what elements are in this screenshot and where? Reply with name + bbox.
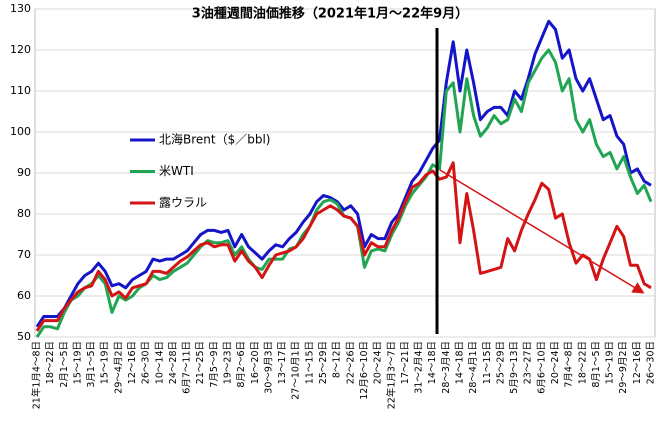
x-tick-label: 29～9月2日: [618, 341, 629, 394]
x-tick-label: 15～19日: [100, 341, 111, 384]
x-tick-label: 18～22日: [45, 341, 56, 384]
x-tick-label: 21年1月4～8日: [31, 341, 43, 409]
x-tick-label: 26～30日: [141, 341, 152, 384]
x-tick-label: 15～19日: [605, 341, 616, 384]
chart-title: 3油種週間油価推移（2021年1月～22年9月）: [192, 6, 468, 22]
x-tick-label: 14～18日: [454, 341, 465, 384]
y-tick-label: 60: [17, 289, 31, 302]
grid: [35, 8, 655, 338]
y-tick-label: 50: [17, 330, 31, 343]
y-tick-label: 120: [10, 43, 31, 56]
x-tick-label: 20～24日: [550, 341, 561, 384]
x-tick-label: 12月6～10日: [359, 341, 370, 400]
x-tick-label: 31～2月4日: [414, 341, 425, 394]
x-tick-label: 6月7～11日: [182, 341, 193, 394]
x-tick-label: 3月1～5日: [86, 341, 97, 388]
x-tick-label: 20～24日: [373, 341, 384, 384]
x-tick-label: 17～21日: [400, 341, 411, 384]
x-tick-label: 15～19日: [72, 341, 83, 384]
x-tick-label: 6月6～10日: [536, 341, 547, 394]
trend-arrow: [439, 169, 645, 294]
y-tick-label: 90: [17, 166, 31, 179]
x-tick-label: 7月5～9日: [209, 341, 220, 388]
x-tick-label: 14～18日: [427, 341, 438, 384]
x-tick-label: 21～25日: [195, 341, 206, 384]
x-tick-label: 26～30日: [646, 341, 657, 384]
x-tick-label: 2月1～5日: [59, 341, 70, 388]
x-tick-label: 18～22日: [577, 341, 588, 384]
x-tick-label: 24～28日: [168, 341, 179, 384]
x-tick-label: 12～16日: [127, 341, 138, 384]
x-tick-label: 10～14日: [154, 341, 165, 384]
x-tick-label: 25～29日: [495, 341, 506, 384]
x-tick-label: 30～9月3日: [263, 341, 274, 394]
lines: [35, 19, 653, 338]
x-tick-label: 29～4月2日: [113, 341, 124, 394]
y-tick-label: 100: [10, 125, 31, 138]
x-tick-label: 11～15日: [482, 341, 493, 384]
x-tick-label: 22～26日: [345, 341, 356, 384]
legend: 北海Brent（$／bbl) 米WTI 露ウラル: [130, 132, 270, 210]
series-line: [35, 161, 652, 332]
x-tick-label: 27～10月1日: [291, 341, 302, 400]
y-tick-label: 110: [10, 84, 31, 97]
x-tick-label: 13～17日: [277, 341, 288, 384]
x-tick-label: 22年1月3～7日: [385, 341, 397, 409]
legend-label: 米WTI: [159, 164, 194, 178]
x-tick-label: 28～4月1日: [468, 341, 479, 394]
x-tick-label: 23～27日: [523, 341, 534, 384]
x-tick-label: 28～3月4日: [441, 341, 452, 394]
legend-label: 北海Brent（$／bbl): [159, 132, 270, 147]
x-tick-label: 8月1～5日: [591, 341, 602, 388]
x-tick-label: 12～16日: [632, 341, 643, 384]
x-tick-label: 8～12日: [332, 341, 343, 378]
x-tick-label: 7月4～8日: [564, 341, 575, 388]
x-tick-label: 11～15日: [304, 341, 315, 384]
y-tick-label: 70: [17, 248, 31, 261]
x-tick-label: 8月2～6日: [236, 341, 247, 388]
legend-label: 露ウラル: [159, 196, 207, 210]
series-line: [35, 19, 652, 328]
x-tick-label: 25～29日: [318, 341, 329, 384]
x-tick-label: 5月9～13日: [509, 341, 520, 394]
y-tick-label: 130: [10, 2, 31, 15]
x-tick-label: 16～20日: [250, 341, 261, 384]
y-tick-label: 80: [17, 207, 31, 220]
x-tick-label: 19～23日: [223, 341, 234, 384]
